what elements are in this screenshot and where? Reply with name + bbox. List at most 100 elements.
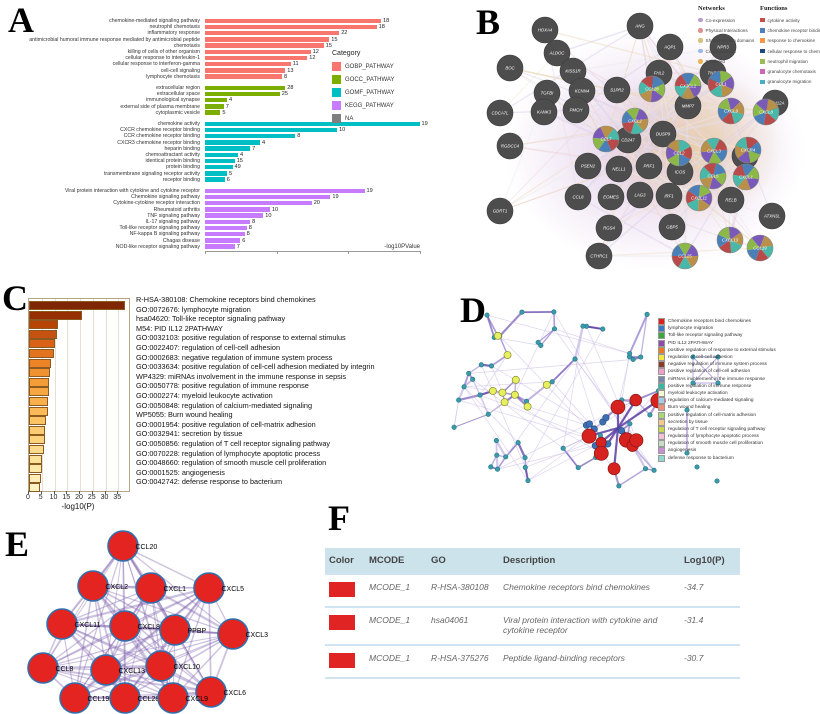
bar-count: 10 xyxy=(271,206,279,213)
svg-text:KANK3: KANK3 xyxy=(537,110,552,115)
bar-label: GO:0032103: positive regulation of respo… xyxy=(136,333,346,343)
bar-label: NF-kappa B signaling pathway xyxy=(129,231,200,238)
bar-label: chemokine-mediated signaling pathway xyxy=(109,18,200,24)
legend-label: cytokine activity xyxy=(767,17,800,23)
bar-label: cytoplasmic vesicle xyxy=(155,109,200,116)
svg-text:CXCL5: CXCL5 xyxy=(222,586,245,593)
bar-count: 11 xyxy=(292,61,299,68)
bar-label: protein binding xyxy=(165,164,200,171)
bar-label: Toll-like receptor signaling pathway xyxy=(119,225,200,232)
bar-label: GO:0072676: lymphocyte migration xyxy=(136,304,251,314)
bar-count: 10 xyxy=(339,127,346,134)
bar-count: 20 xyxy=(313,200,320,207)
svg-text:CCL5: CCL5 xyxy=(708,174,720,179)
bar-label: GO:0070228: regulation of lymphocyte apo… xyxy=(136,448,321,458)
svg-text:CTHRC1: CTHRC1 xyxy=(590,254,608,259)
svg-text:TGFBI: TGFBI xyxy=(541,91,554,96)
bar-label: R-HSA-380108: Chemokine receptors bind c… xyxy=(136,295,316,304)
legend-label: Predicted xyxy=(705,58,725,64)
bar-row: cytoplasmic vesicle 5 xyxy=(0,110,430,116)
panel-d-network xyxy=(451,309,721,489)
node-CCL28: CCL28 xyxy=(109,682,160,714)
bar-row: Cytokine-cytokine receptor interaction 20 xyxy=(0,200,430,206)
bar xyxy=(205,219,251,225)
node-CXCL8: CXCL8 xyxy=(109,610,160,642)
bar xyxy=(205,140,260,145)
networks-legend-item: Co-expression xyxy=(698,15,754,25)
bar-count: 10 xyxy=(265,212,272,219)
bar-count: 4 xyxy=(240,152,244,158)
gridline xyxy=(80,299,81,491)
legend-swatch xyxy=(698,17,703,23)
gridline xyxy=(67,299,69,491)
svg-text:AQP1: AQP1 xyxy=(663,45,676,50)
svg-text:CCL28: CCL28 xyxy=(138,696,160,703)
bar xyxy=(29,310,82,320)
functions-legend-item: neutrophil migration xyxy=(760,56,820,66)
bar-label: chemoattractant activity xyxy=(145,152,201,158)
legend-label: KEGG_PATHWAY xyxy=(345,102,394,109)
bar-row: Rheumatoid arthritis 10 xyxy=(0,207,430,213)
node-HOXA4: HOXA4 xyxy=(531,16,559,44)
node-CCL20: CCL20 xyxy=(107,530,157,562)
bar-label: GO:0042742: defense response to bacteriu… xyxy=(136,477,283,487)
legend-item: lymphocyte migration xyxy=(658,325,820,333)
node-RELB: RELB xyxy=(717,186,745,214)
bar-count: 5 xyxy=(222,109,226,116)
bar-count: 7 xyxy=(236,243,240,250)
bar-label: Cytokine-cytokine receptor interaction xyxy=(113,200,200,207)
bar xyxy=(205,133,296,139)
bar xyxy=(29,416,47,426)
bar-label: M54: PID IL12 2PATHWAY xyxy=(136,323,223,333)
panel-c-x-axis-label: -log10(P) xyxy=(61,502,95,511)
node-NELL1: NELL1 xyxy=(605,155,633,183)
svg-text:HOXA4: HOXA4 xyxy=(538,28,553,33)
legend-label: regulation of smooth muscle cell prolife… xyxy=(668,441,763,447)
bar xyxy=(29,301,126,310)
panel-d-letter: D xyxy=(460,290,486,330)
node-CXCL2: CXCL2 xyxy=(77,570,128,602)
node-CXCR4: CXCR4 xyxy=(734,136,762,164)
column-header-color: Color xyxy=(325,548,365,574)
bar xyxy=(205,127,337,133)
bar xyxy=(29,377,49,387)
svg-text:CXCL6: CXCL6 xyxy=(224,690,247,697)
legend-swatch xyxy=(760,79,765,85)
node-CXCL9: CXCL9 xyxy=(157,682,209,714)
bar-label: GO:0001525: angiogenesis xyxy=(136,467,225,477)
axis-tick xyxy=(420,251,421,254)
bar xyxy=(205,30,340,36)
bar-row: chemokine activity 19 xyxy=(0,121,430,127)
networks-legend-item: Co-localization xyxy=(698,46,754,56)
functions-legend-item: response to chemokine xyxy=(760,36,820,46)
bar-count: 8 xyxy=(248,225,252,232)
bar-row: Chemokine signaling pathway 19 xyxy=(0,194,430,200)
node-GDRT1: GDRT1 xyxy=(486,197,514,225)
node-CXCL3: CXCL3 xyxy=(700,137,728,165)
svg-text:CXCL9: CXCL9 xyxy=(186,696,209,703)
bar-label: GO:0022407: regulation of cell-cell adhe… xyxy=(136,343,281,352)
legend-swatch xyxy=(658,318,665,326)
legend-item: regulation of T cell receptor signaling … xyxy=(658,425,820,433)
legend-item: GOBP_PATHWAY xyxy=(332,60,427,73)
svg-text:GBP5: GBP5 xyxy=(666,225,678,230)
bar-row: cellular response to interferon-gamma 11 xyxy=(0,61,430,67)
bar-label: IL-17 signaling pathway xyxy=(145,219,200,225)
bar xyxy=(205,110,221,115)
bar-label: antimicrobial humoral immune response me… xyxy=(29,36,200,43)
node-CXCL10: CXCL10 xyxy=(145,650,200,682)
node-CXCL6: CXCL6 xyxy=(195,676,247,708)
bar-count: 8 xyxy=(252,219,256,225)
bar xyxy=(205,43,324,48)
bar xyxy=(205,121,420,127)
bar xyxy=(205,244,235,249)
bar-label: immunological synapse xyxy=(146,97,200,104)
node-PSEN2: PSEN2 xyxy=(574,152,602,180)
node-CXCL5: CXCL5 xyxy=(193,572,245,604)
node-CXCL1: CXCL1 xyxy=(732,163,760,191)
bar-label: cellular response to interleukin-1 xyxy=(125,55,200,62)
panel-b-network: HOXA4 ANG ALDOC AQP1 NPR3 BOC KISS1R FHL2 TNS4 TG… xyxy=(486,12,805,270)
legend-item: secretion by tissue xyxy=(658,418,820,426)
legend-item: regulation of cell-cell adhesion xyxy=(658,354,820,362)
functions-legend-title: Functions xyxy=(760,5,788,12)
